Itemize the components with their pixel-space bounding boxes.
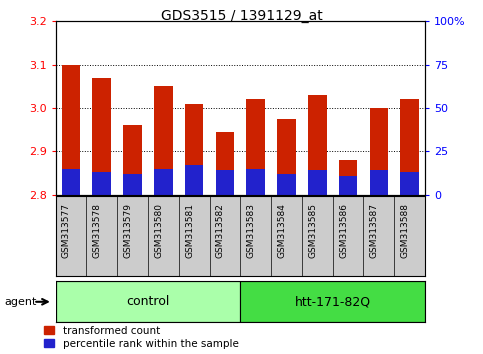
Text: GDS3515 / 1391129_at: GDS3515 / 1391129_at [161,9,322,23]
Bar [123,174,142,195]
Text: GSM313585: GSM313585 [308,203,317,258]
Bar [185,104,203,195]
Bar [400,172,419,195]
Bar [154,169,172,195]
Bar [215,132,234,195]
Bar [369,170,388,195]
Bar [62,169,80,195]
Bar [246,169,265,195]
Bar [92,172,111,195]
Text: GSM313587: GSM313587 [370,203,379,258]
Text: GSM313581: GSM313581 [185,203,194,258]
Bar [92,78,111,195]
Text: agent: agent [5,297,37,307]
Bar [246,99,265,195]
Text: control: control [126,295,170,308]
Bar [62,65,80,195]
Bar [56,281,241,322]
Bar [308,95,327,195]
Text: GSM313583: GSM313583 [247,203,256,258]
Legend: transformed count, percentile rank within the sample: transformed count, percentile rank withi… [44,326,239,349]
Bar [277,174,296,195]
Bar [123,125,142,195]
Text: GSM313580: GSM313580 [154,203,163,258]
Bar [339,176,357,195]
Bar [241,281,425,322]
Bar [277,119,296,195]
Text: GSM313586: GSM313586 [339,203,348,258]
Text: htt-171-82Q: htt-171-82Q [295,295,371,308]
Bar [339,160,357,195]
Bar [154,86,172,195]
Text: GSM313582: GSM313582 [216,203,225,258]
Text: GSM313579: GSM313579 [124,203,132,258]
Text: GSM313578: GSM313578 [93,203,102,258]
Bar [185,165,203,195]
Text: GSM313577: GSM313577 [62,203,71,258]
Text: GSM313588: GSM313588 [400,203,410,258]
Bar [400,99,419,195]
Text: GSM313584: GSM313584 [277,203,286,258]
Bar [215,170,234,195]
Bar [308,170,327,195]
Bar [369,108,388,195]
